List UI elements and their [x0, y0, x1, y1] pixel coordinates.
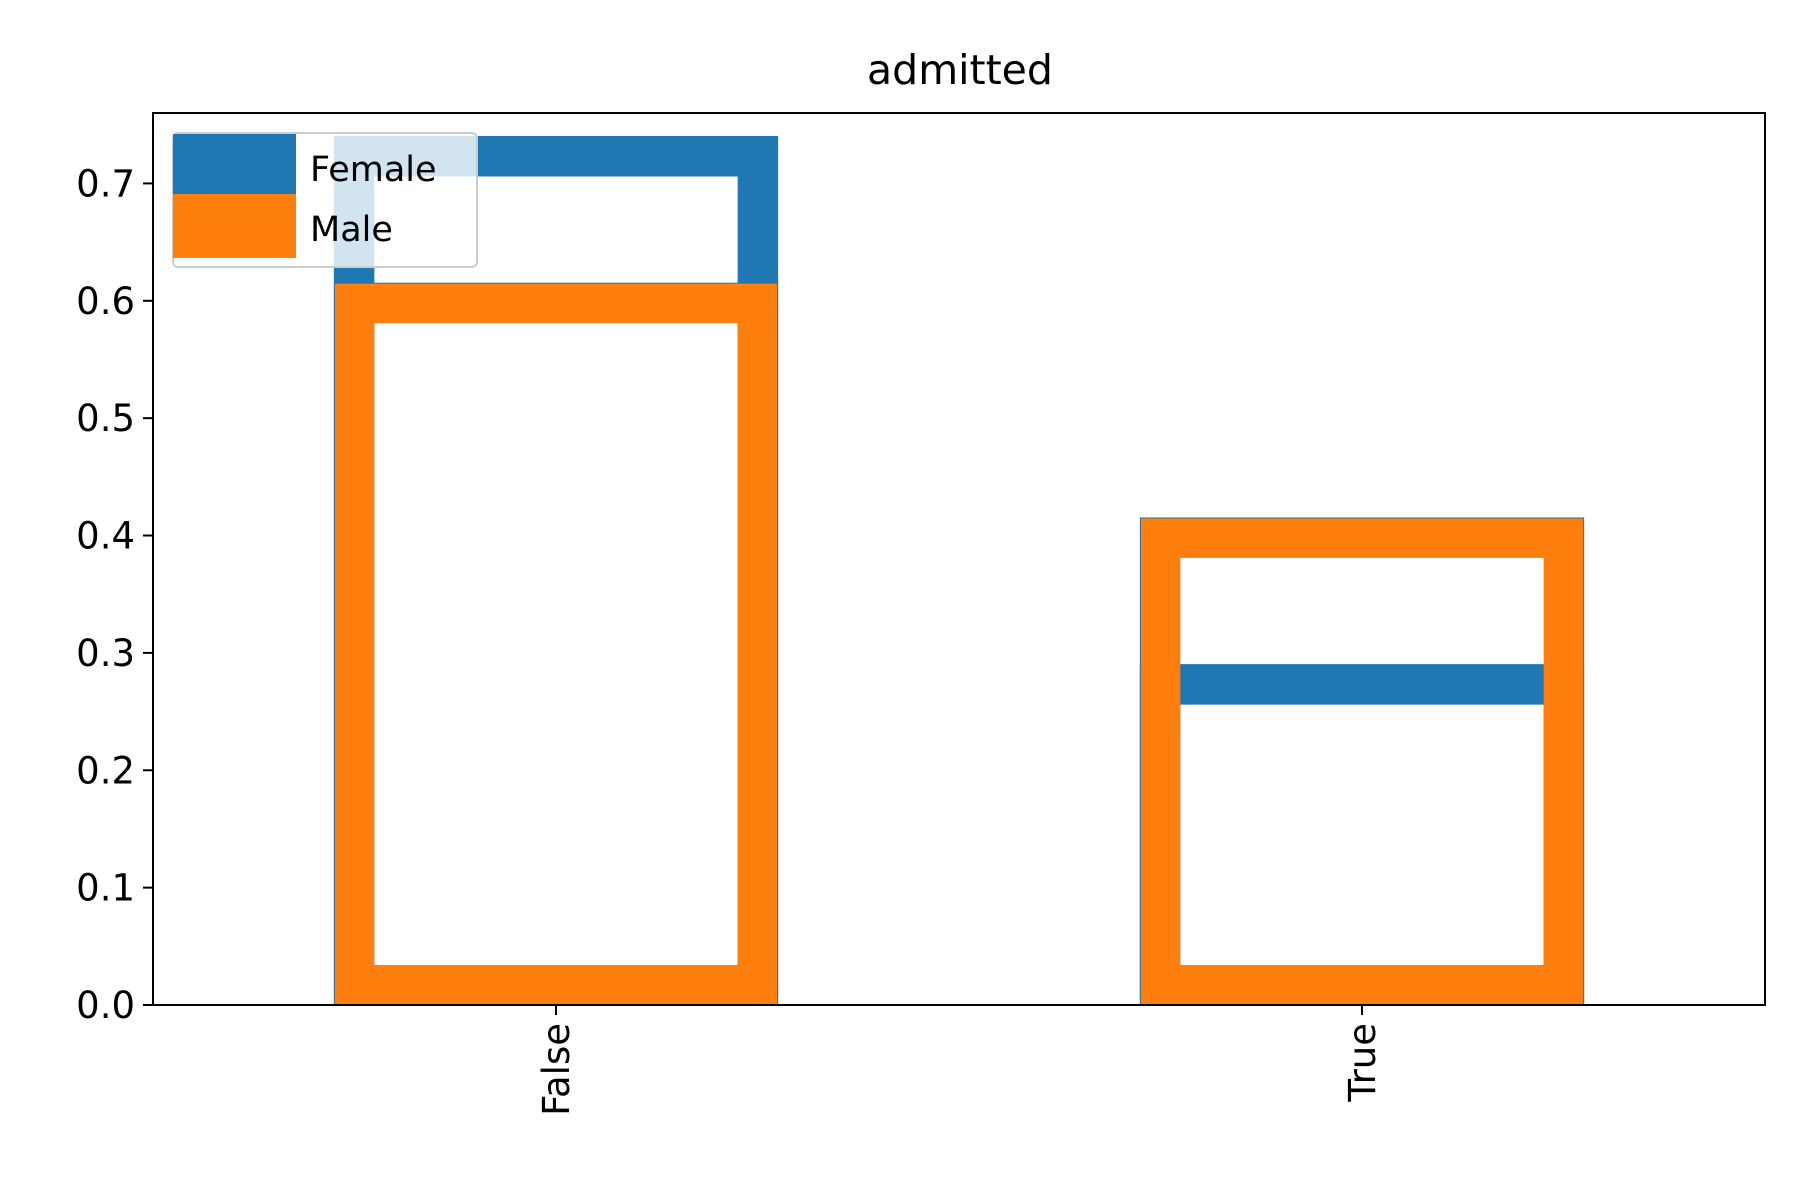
- y-tick-label: 0.0: [76, 984, 135, 1027]
- bar-outline: [334, 283, 778, 1005]
- y-axis: 0.0 0.1 0.2 0.3 0.4 0.5 0.6 0.7: [76, 162, 153, 1027]
- y-tick-label: 0.5: [76, 397, 135, 440]
- legend-swatch-male: [173, 194, 296, 258]
- bar-edge: [333, 282, 779, 1006]
- legend: Female Male: [172, 132, 478, 268]
- chart-title: admitted: [867, 46, 1053, 94]
- x-axis: False True: [535, 1005, 1384, 1116]
- bar-edge: [1139, 664, 1585, 1006]
- y-tick-label: 0.3: [76, 632, 135, 675]
- y-tick-label: 0.4: [76, 515, 135, 558]
- bar-edge: [1139, 517, 1585, 1006]
- y-tick-label: 0.2: [76, 749, 135, 792]
- bars-layer: [333, 135, 1585, 1006]
- x-tick-label: False: [535, 1023, 578, 1116]
- legend-label-female: Female: [310, 150, 437, 190]
- bar-male-true: [1139, 517, 1585, 1006]
- bar-female-true: [1139, 664, 1585, 1006]
- legend-label-male: Male: [310, 210, 393, 250]
- bar-outline: [1140, 664, 1584, 1005]
- x-tick-label: True: [1341, 1023, 1384, 1103]
- y-tick-label: 0.7: [76, 162, 135, 205]
- legend-swatch-female: [173, 134, 296, 198]
- plot-frame: [152, 112, 1766, 1006]
- bar-male-false: [333, 282, 779, 1006]
- bar-outline: [1140, 517, 1584, 1006]
- y-tick-label: 0.1: [76, 867, 135, 910]
- y-tick-label: 0.6: [76, 280, 135, 323]
- bar-outline: [334, 136, 778, 1005]
